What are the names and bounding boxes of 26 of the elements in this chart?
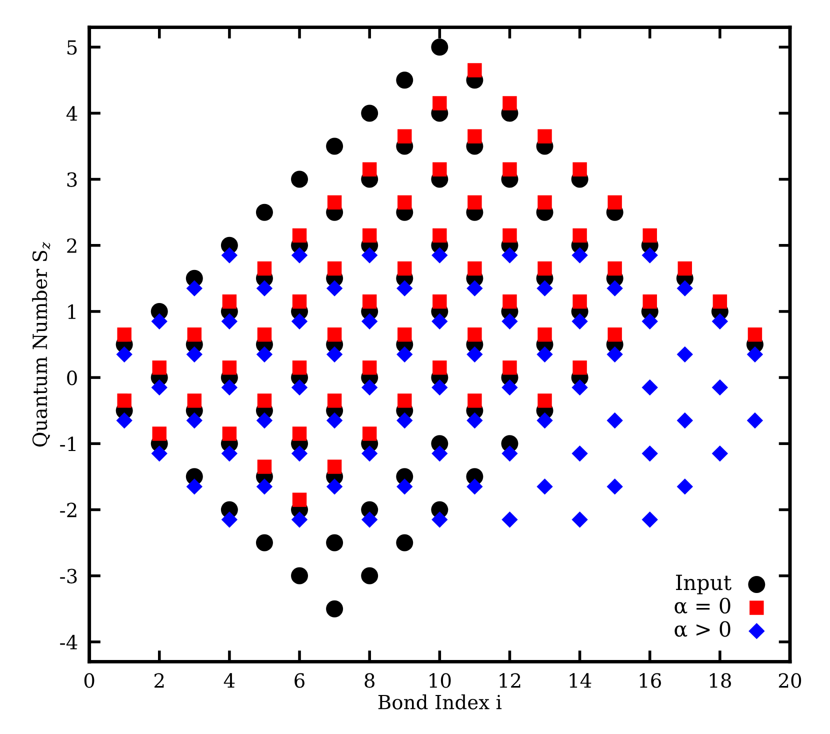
- y-tick-label: -1: [60, 436, 76, 452]
- x-tick-label: 2: [154, 673, 164, 688]
- x-tick-label: 20: [778, 673, 802, 688]
- x-tick-label: 10: [430, 673, 451, 688]
- x-axis-title: Bond Index i: [378, 694, 502, 710]
- x-tick-label: 6: [294, 673, 304, 688]
- y-tick-label: -2: [60, 502, 76, 518]
- y-axis-title: Quantum Number S$_{z}$: [32, 242, 50, 447]
- y-tick-label: 2: [67, 238, 76, 253]
- x-tick-label: 8: [364, 673, 374, 688]
- y-tick-label: 4: [66, 106, 78, 121]
- x-tick-label: 18: [710, 673, 731, 688]
- y-tick-label: -4: [60, 634, 78, 650]
- y-tick-label: 0: [67, 370, 77, 386]
- x-tick-label: 12: [500, 673, 520, 688]
- y-tick-label: 3: [67, 172, 77, 187]
- y-tick-label: -3: [60, 568, 77, 584]
- y-tick-label: 5: [67, 40, 77, 55]
- x-tick-label: 0: [84, 673, 94, 688]
- y-tick-label: 1: [68, 304, 76, 319]
- legend-label: Input: [676, 574, 732, 594]
- x-tick-label: 16: [640, 673, 662, 688]
- legend-label: α > 0: [674, 621, 730, 637]
- x-tick-label: 4: [224, 673, 235, 688]
- legend-label: α = 0: [674, 598, 730, 614]
- x-tick-label: 14: [570, 673, 592, 688]
